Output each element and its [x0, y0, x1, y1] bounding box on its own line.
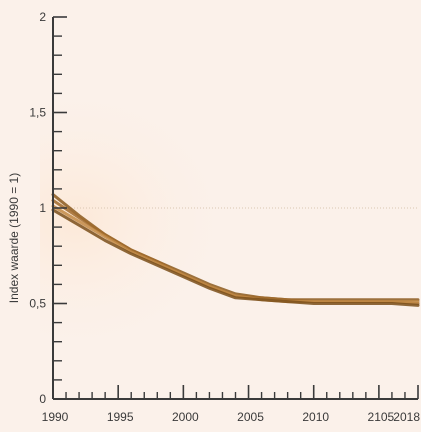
x-tick-label: 1990 — [42, 410, 69, 424]
x-tick-label: 2010 — [302, 410, 329, 424]
y-tick-label: 0,5 — [29, 297, 46, 311]
y-axis-ticks: 0 0,5 1 1,5 2 — [29, 10, 67, 406]
x-axis-ticks: 1990 1995 2000 2005 2010 2105 2018 — [42, 385, 420, 424]
y-tick-label: 0 — [39, 392, 46, 406]
x-tick-label: 2005 — [237, 410, 264, 424]
x-tick-label: 2018 — [393, 410, 420, 424]
series-line-4 — [51, 208, 420, 307]
y-axis-title: Index waarde (1990 = 1) — [7, 173, 21, 303]
series-group — [51, 193, 420, 307]
series-line-3 — [51, 204, 420, 304]
x-tick-label: 2000 — [172, 410, 199, 424]
y-tick-label: 2 — [39, 10, 46, 24]
y-tick-label: 1 — [39, 201, 46, 215]
x-tick-label: 2105 — [368, 410, 395, 424]
y-tick-label: 1,5 — [29, 106, 46, 120]
x-tick-label: 1995 — [107, 410, 134, 424]
